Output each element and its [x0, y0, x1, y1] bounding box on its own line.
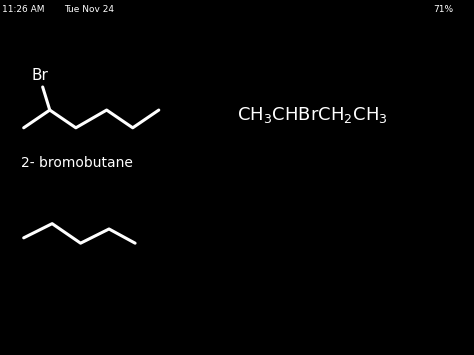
Text: CH$_3$CHBrCH$_2$CH$_3$: CH$_3$CHBrCH$_2$CH$_3$ — [237, 105, 388, 125]
Text: 71%: 71% — [434, 5, 454, 14]
Text: 2- bromobutane: 2- bromobutane — [21, 156, 133, 170]
Text: 11:26 AM: 11:26 AM — [2, 5, 45, 14]
Text: Tue Nov 24: Tue Nov 24 — [64, 5, 114, 14]
Text: Br: Br — [32, 69, 49, 83]
